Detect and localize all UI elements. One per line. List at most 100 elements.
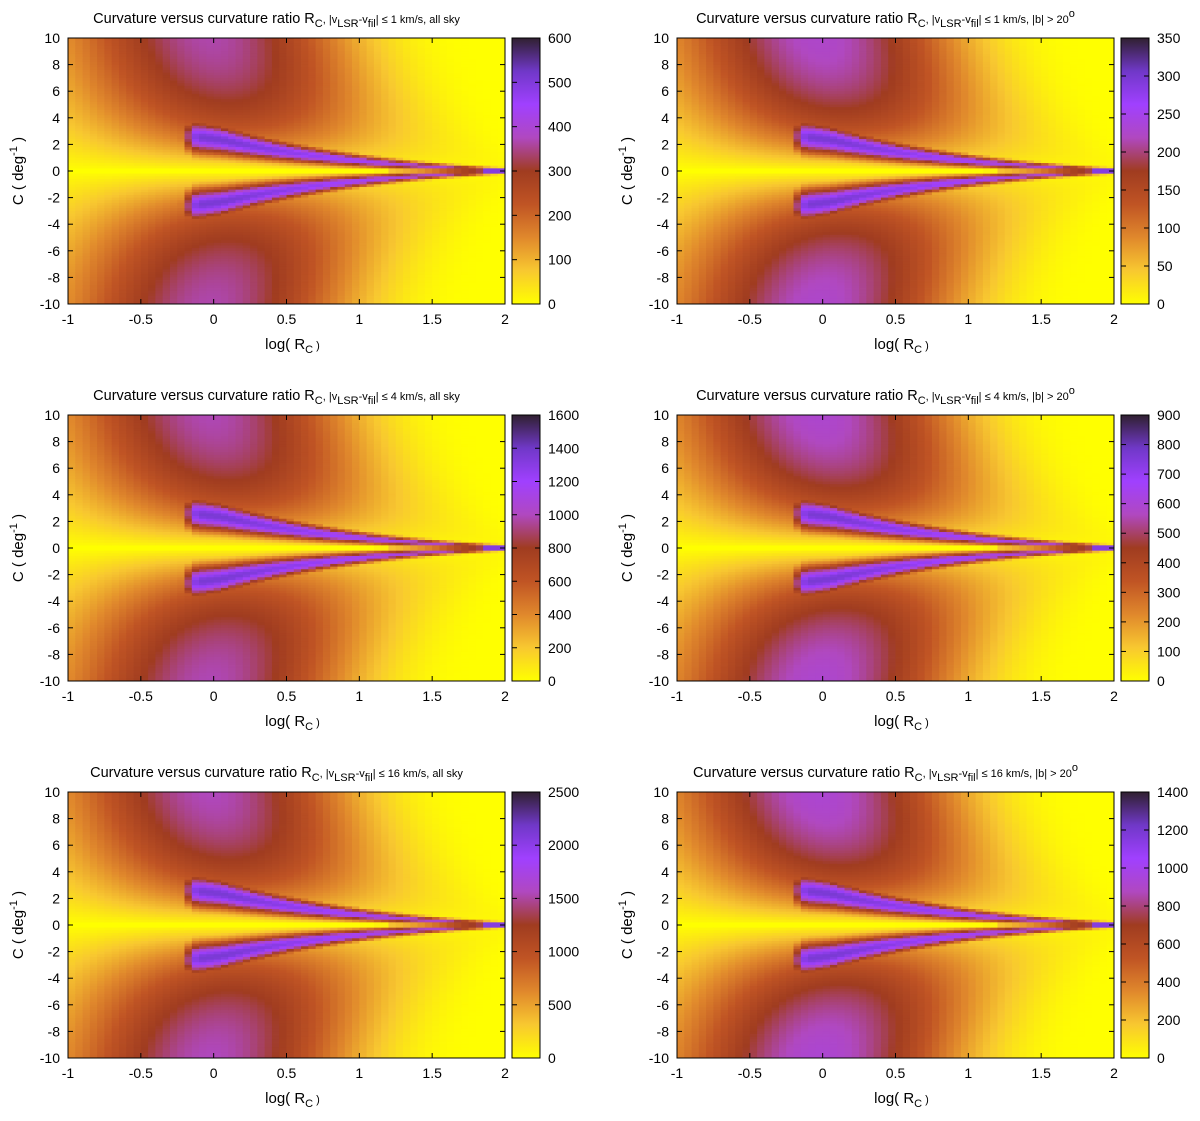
heatmap-cell xyxy=(68,277,76,281)
heatmap-cell xyxy=(250,112,258,116)
heatmap-cell xyxy=(169,277,178,281)
heatmap-cell xyxy=(148,274,156,278)
heatmap-cell xyxy=(199,128,207,132)
heatmap-cell xyxy=(133,250,142,254)
heatmap-cell xyxy=(213,192,222,196)
heatmap-cell xyxy=(373,301,382,305)
heatmap-cell xyxy=(199,80,207,84)
heatmap-cell xyxy=(228,112,236,116)
heatmap-cell xyxy=(68,48,76,52)
heatmap-cell xyxy=(206,59,215,63)
heatmap-cell xyxy=(330,160,338,164)
heatmap-cell xyxy=(250,51,258,55)
heatmap-cell xyxy=(410,234,418,238)
heatmap-cell xyxy=(220,136,229,140)
heatmap-cell xyxy=(199,131,207,135)
heatmap-cell xyxy=(75,264,83,268)
heatmap-cell xyxy=(118,51,127,55)
heatmap-cell xyxy=(148,56,156,60)
heatmap-cell xyxy=(228,221,236,225)
heatmap-cell xyxy=(257,176,266,180)
heatmap-cell xyxy=(89,107,98,111)
heatmap-cell xyxy=(381,45,389,50)
heatmap-cell xyxy=(118,77,127,81)
heatmap-cell xyxy=(366,83,375,87)
heatmap-cell xyxy=(169,210,178,214)
heatmap-cell xyxy=(169,186,178,191)
heatmap-cell xyxy=(235,61,244,65)
heatmap-cell xyxy=(89,128,98,132)
heatmap-cell xyxy=(191,189,200,193)
heatmap-cell xyxy=(82,53,91,58)
heatmap-cell xyxy=(177,69,185,73)
heatmap-cell xyxy=(366,178,375,183)
heatmap-cell xyxy=(177,282,185,286)
heatmap-cell xyxy=(235,264,244,268)
heatmap-cell xyxy=(286,264,295,268)
heatmap-cell xyxy=(162,139,171,143)
heatmap-cell xyxy=(82,96,91,100)
heatmap-cell xyxy=(133,59,142,63)
heatmap-cell xyxy=(118,253,127,257)
heatmap-cell xyxy=(155,280,164,284)
heatmap-cell xyxy=(228,56,236,60)
heatmap-cell xyxy=(373,160,382,164)
heatmap-cell xyxy=(199,229,207,233)
heatmap-cell xyxy=(286,240,295,244)
heatmap-cell xyxy=(381,298,389,302)
heatmap-cell xyxy=(337,61,346,65)
heatmap-cell xyxy=(308,107,317,111)
heatmap-cell xyxy=(220,75,229,79)
heatmap-cell xyxy=(250,123,258,127)
heatmap-cell xyxy=(89,136,98,140)
heatmap-cell xyxy=(235,205,244,209)
heatmap-cell xyxy=(140,176,149,180)
heatmap-cell xyxy=(352,197,360,201)
heatmap-cell xyxy=(424,104,433,108)
heatmap-cell xyxy=(381,115,389,119)
heatmap-cell xyxy=(330,147,338,151)
heatmap-cell xyxy=(235,301,244,305)
heatmap-cell xyxy=(330,248,338,252)
heatmap-cell xyxy=(366,296,375,300)
heatmap-cell xyxy=(337,280,346,284)
heatmap-cell xyxy=(381,216,389,220)
heatmap-cell xyxy=(257,186,266,191)
heatmap-cell xyxy=(373,56,382,60)
heatmap-cell xyxy=(417,296,426,300)
heatmap-cell xyxy=(89,123,98,127)
heatmap-cell xyxy=(308,152,317,156)
heatmap-cell xyxy=(315,59,324,63)
heatmap-cell xyxy=(293,152,302,156)
heatmap-cell xyxy=(220,101,229,105)
heatmap-cell xyxy=(301,298,309,302)
heatmap-cell xyxy=(162,91,171,95)
heatmap-cell xyxy=(184,216,193,220)
heatmap-cell xyxy=(162,298,171,302)
heatmap-cell xyxy=(97,213,105,217)
heatmap-cell xyxy=(155,125,164,129)
heatmap-cell xyxy=(257,189,266,193)
heatmap-cell xyxy=(140,120,149,124)
heatmap-cell xyxy=(301,301,309,305)
heatmap-cell xyxy=(184,115,193,119)
heatmap-cell xyxy=(395,133,404,137)
heatmap-cell xyxy=(199,253,207,257)
heatmap-cell xyxy=(97,280,105,284)
heatmap-cell xyxy=(322,144,331,148)
heatmap-cell xyxy=(235,202,244,206)
heatmap-cell xyxy=(133,184,142,188)
heatmap-cell xyxy=(133,205,142,209)
heatmap-cell xyxy=(381,147,389,151)
heatmap-cell xyxy=(89,186,98,191)
heatmap-cell xyxy=(352,80,360,84)
heatmap-cell xyxy=(366,67,375,71)
heatmap-cell xyxy=(242,296,251,300)
heatmap-cell xyxy=(68,144,76,148)
heatmap-cell xyxy=(68,53,76,58)
heatmap-cell xyxy=(242,242,251,246)
heatmap-cell xyxy=(242,69,251,73)
heatmap-cell xyxy=(359,139,368,143)
heatmap-cell xyxy=(68,80,76,84)
heatmap-cell xyxy=(308,253,317,257)
